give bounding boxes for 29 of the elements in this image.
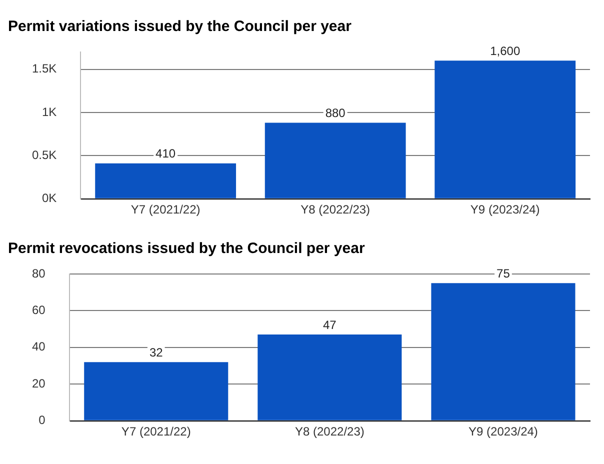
y-tick-label: 0K (42, 191, 57, 206)
x-tick-label: Y9 (2023/24) (468, 424, 538, 438)
y-tick-label: 20 (32, 376, 46, 390)
y-tick-label: 1.5K (32, 62, 57, 76)
y-tick-label: 60 (32, 303, 46, 318)
data-label: 410 (156, 146, 176, 161)
x-tick-label: Y7 (2021/22) (121, 424, 191, 438)
bar (258, 334, 402, 420)
y-tick-label: 80 (32, 266, 46, 280)
bar (84, 362, 228, 420)
x-tick-label: Y8 (2022/23) (294, 424, 364, 438)
x-tick-label: Y8 (2022/23) (300, 202, 370, 216)
data-label: 75 (496, 266, 510, 280)
chart-title: Permit revocations issued by the Council per year (8, 240, 365, 258)
x-tick-label: Y7 (2021/22) (130, 202, 200, 216)
bar (434, 60, 576, 198)
data-label: 47 (322, 318, 337, 332)
data-label: 1,600 (490, 44, 520, 58)
y-tick-label: 0.5K (32, 148, 57, 162)
y-tick-label: 40 (32, 340, 46, 354)
bar (264, 122, 406, 198)
x-tick-label: Y9 (2023/24) (470, 202, 540, 216)
data-label: 880 (325, 106, 346, 120)
bar (431, 283, 576, 420)
y-tick-label: 1K (42, 104, 57, 119)
data-label: 32 (149, 345, 164, 360)
y-tick-label: 0 (38, 413, 46, 428)
chart-title: Permit variations issued by the Council per year (8, 18, 352, 36)
bar (95, 163, 236, 198)
